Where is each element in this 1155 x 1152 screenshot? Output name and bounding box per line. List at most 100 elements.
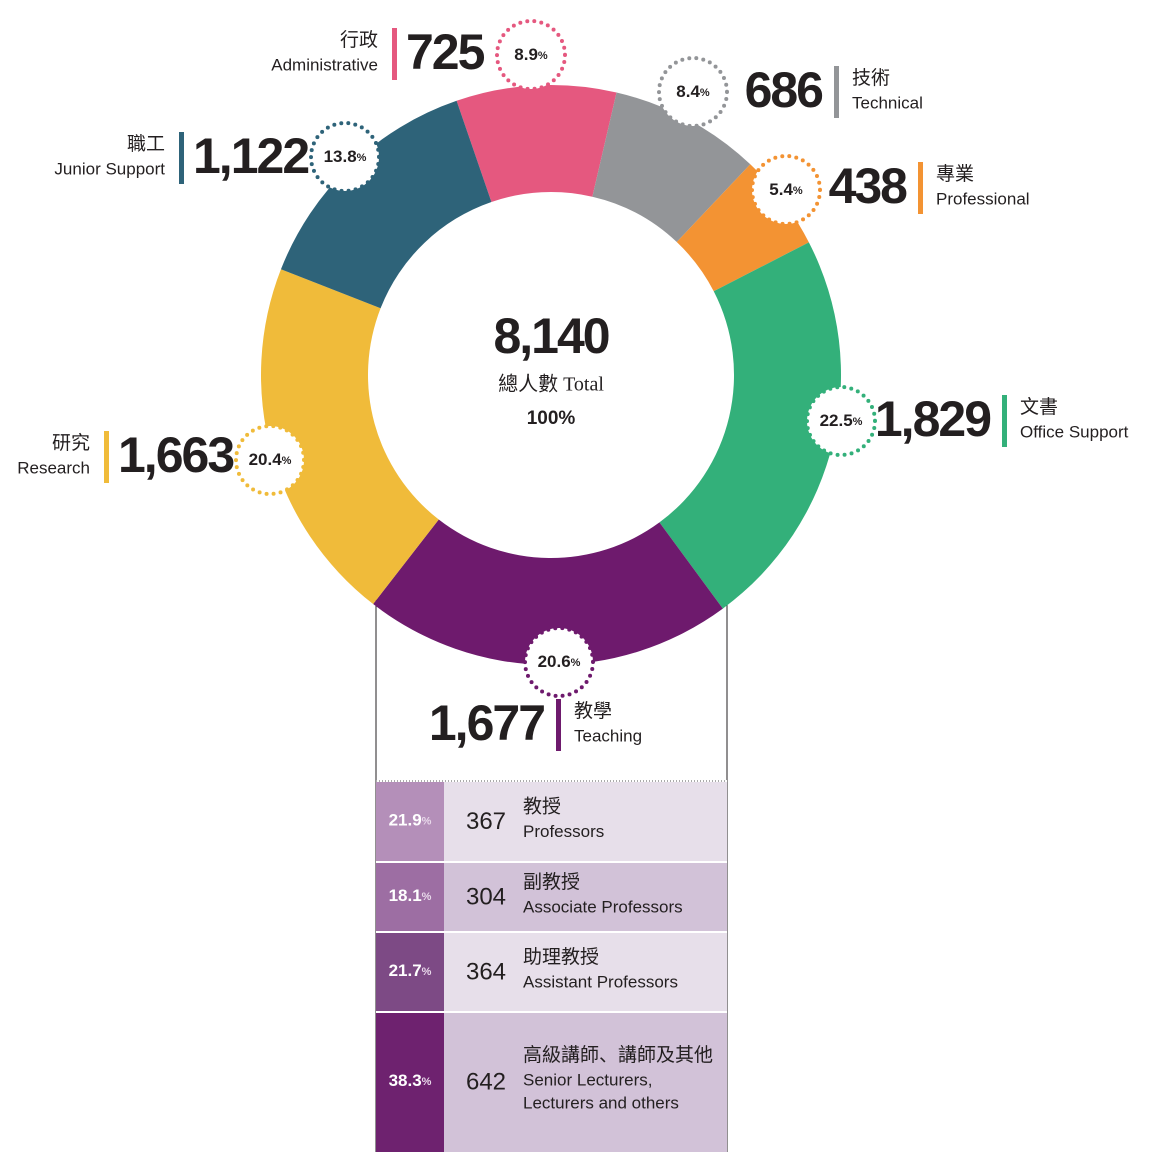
percent-sign: % xyxy=(422,891,432,903)
category-en: Teaching xyxy=(574,726,642,745)
value-label: 686 xyxy=(745,62,823,118)
row-name-zh: 助理教授 xyxy=(523,946,599,968)
color-bar xyxy=(179,132,184,184)
category-zh: 職工 xyxy=(127,133,165,155)
donut-segment xyxy=(659,242,841,609)
percent-label: 20.4% xyxy=(249,450,292,469)
percent-sign: % xyxy=(853,416,863,428)
category-en: Technical xyxy=(852,93,923,112)
row-percent: 38.3% xyxy=(389,1071,432,1090)
row-count: 364 xyxy=(466,958,506,985)
percent-label: 5.4% xyxy=(769,180,803,199)
row-background xyxy=(444,1012,727,1152)
row-count: 367 xyxy=(466,808,506,835)
percent-sign: % xyxy=(422,966,432,978)
percent-sign: % xyxy=(700,87,710,99)
percent-label: 13.8% xyxy=(324,147,367,166)
percent-badge xyxy=(805,385,877,457)
row-name-en: Associate Professors xyxy=(523,897,683,916)
percent-value: 5.4 xyxy=(769,180,793,199)
row-count: 304 xyxy=(466,883,506,910)
row-percent: 21.7% xyxy=(389,961,432,980)
percent-value: 8.4 xyxy=(676,82,700,101)
percent-sign: % xyxy=(422,815,432,827)
row-name-zh: 教授 xyxy=(523,796,561,818)
percent-value: 21.9 xyxy=(389,811,422,830)
category-zh: 教學 xyxy=(574,700,612,722)
row-background xyxy=(444,781,727,862)
total-value: 8,140 xyxy=(493,308,608,364)
row-name-en: Lecturers and others xyxy=(523,1093,679,1112)
percent-sign: % xyxy=(558,408,575,429)
value-label: 438 xyxy=(829,158,908,214)
row-name-zh: 高級講師、講師及其他 xyxy=(523,1044,713,1066)
donut-segment xyxy=(373,519,723,665)
percent-value: 18.1 xyxy=(389,886,422,905)
percent-sign: % xyxy=(571,657,581,669)
color-bar xyxy=(556,699,561,751)
row-count: 642 xyxy=(466,1068,506,1095)
percent-sign: % xyxy=(538,50,548,62)
center-percent: 100% xyxy=(527,408,576,429)
color-bar xyxy=(834,66,839,118)
percent-cell xyxy=(376,781,444,862)
donut-segment xyxy=(260,269,439,605)
percent-sign: % xyxy=(282,455,292,467)
color-bar xyxy=(918,162,923,214)
percent-value: 20.4 xyxy=(249,450,283,469)
percent-value: 22.5 xyxy=(820,411,853,430)
percent-badge xyxy=(750,154,822,226)
center-label: 總人數 Total xyxy=(498,373,604,396)
percent-value: 21.7 xyxy=(389,961,422,980)
percent-badge xyxy=(309,121,381,193)
row-name-zh: 副教授 xyxy=(523,871,580,893)
percent-label: 22.5% xyxy=(820,411,863,430)
donut-segment xyxy=(280,100,492,309)
percent-sign: % xyxy=(422,1076,432,1088)
percent-cell xyxy=(376,1012,444,1152)
percent-value: 20.6 xyxy=(538,652,571,671)
donut-segment xyxy=(592,92,751,243)
value-label: 1,677 xyxy=(429,695,544,751)
percent-label: 8.4% xyxy=(676,82,710,101)
value-label: 1,829 xyxy=(875,391,990,447)
category-en: Administrative xyxy=(271,55,378,74)
percent-value: 38.3 xyxy=(389,1071,422,1090)
color-bar xyxy=(1002,395,1007,447)
percent-sign: % xyxy=(357,152,367,164)
row-percent: 18.1% xyxy=(389,886,432,905)
row-percent: 21.9% xyxy=(389,811,432,830)
row-background xyxy=(444,862,727,932)
category-zh: 文書 xyxy=(1020,396,1058,418)
value-label: 1,122 xyxy=(193,128,308,184)
category-zh: 專業 xyxy=(936,163,974,185)
color-bar xyxy=(104,431,109,483)
percent-label: 8.9% xyxy=(514,45,548,64)
donut-segment xyxy=(456,85,617,202)
value-label: 725 xyxy=(406,24,485,80)
row-background xyxy=(444,932,727,1012)
percent-cell xyxy=(376,862,444,932)
category-zh: 研究 xyxy=(52,432,90,454)
category-zh: 技術 xyxy=(852,67,890,89)
category-en: Professional xyxy=(936,189,1030,208)
percent-value: 100 xyxy=(527,408,559,429)
category-en: Research xyxy=(17,458,90,477)
percent-badge xyxy=(657,56,729,128)
category-en: Office Support xyxy=(1020,422,1129,441)
percent-value: 13.8 xyxy=(324,147,357,166)
percent-cell xyxy=(376,932,444,1012)
row-name-en: Professors xyxy=(523,822,604,841)
percent-sign: % xyxy=(793,185,803,197)
percent-badge xyxy=(495,19,567,91)
category-en: Junior Support xyxy=(54,159,165,178)
row-name-en: Senior Lecturers, xyxy=(523,1070,652,1089)
row-name-en: Assistant Professors xyxy=(523,972,678,991)
percent-value: 8.9 xyxy=(514,45,538,64)
percent-label: 20.6% xyxy=(538,652,581,671)
category-zh: 行政 xyxy=(340,29,378,51)
color-bar xyxy=(392,28,397,80)
value-label: 1,663 xyxy=(118,427,233,483)
percent-badge xyxy=(234,424,306,496)
